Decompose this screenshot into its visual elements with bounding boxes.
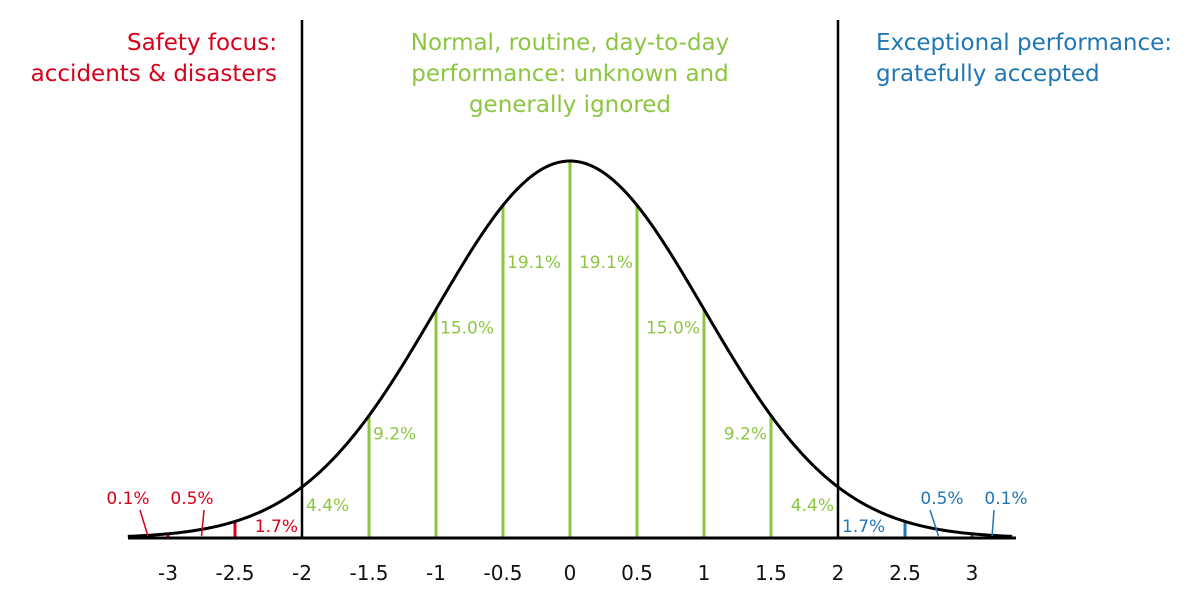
percentage-label: 4.4% bbox=[306, 496, 349, 516]
x-tick-label: -2 bbox=[292, 561, 312, 585]
percentage-label: 19.1% bbox=[579, 253, 633, 273]
percentage-label: 9.2% bbox=[724, 425, 767, 445]
percentage-label: 0.5% bbox=[920, 489, 963, 509]
percentage-label: 19.1% bbox=[507, 253, 561, 273]
x-tick-label: -1.5 bbox=[349, 561, 388, 585]
x-tick-label: -1 bbox=[426, 561, 446, 585]
zone-title: Safety focus: accidents & disasters bbox=[31, 30, 277, 87]
zone-titles: Safety focus: accidents & disasters Normal… bbox=[31, 30, 1172, 118]
x-tick-label: 1 bbox=[698, 561, 711, 585]
percentage-label: 15.0% bbox=[646, 318, 700, 338]
zone-title: Normal, routine, day-to-day performance: … bbox=[411, 30, 730, 118]
x-tick-label: 2.5 bbox=[889, 561, 921, 585]
x-tick-label: 0 bbox=[564, 561, 577, 585]
zone-title: Exceptional performance: gratefully accep… bbox=[876, 30, 1172, 87]
x-tick-label: 3 bbox=[966, 561, 979, 585]
percentage-labels: 0.1% 0.5% 1.7% 4.4% 9.2% 15.0% 19.1% 19.1% 15.0%… bbox=[106, 253, 1027, 537]
label-leader-line bbox=[929, 509, 940, 537]
percentage-label: 9.2% bbox=[373, 425, 416, 445]
percentage-label: 0.5% bbox=[170, 489, 213, 509]
x-tick-label: 1.5 bbox=[755, 561, 787, 585]
percentage-label: 1.7% bbox=[255, 517, 298, 537]
percentage-label: 0.1% bbox=[106, 489, 149, 509]
label-leader-line bbox=[200, 509, 205, 537]
percentage-label: 15.0% bbox=[440, 318, 494, 338]
x-tick-label: -0.5 bbox=[483, 561, 522, 585]
percentage-label: 4.4% bbox=[791, 496, 834, 516]
percentage-label: 1.7% bbox=[842, 517, 885, 537]
x-tick-labels: -3 -2.5 -2 -1.5 -1 -0.5 0 0.5 1 1.5 2 2.5 3 bbox=[158, 561, 978, 585]
bell-curve-line bbox=[127, 159, 1013, 538]
label-leader-line bbox=[991, 509, 995, 537]
label-leader-line bbox=[139, 509, 149, 537]
boundary-lines bbox=[300, 20, 840, 538]
x-tick-label: 0.5 bbox=[621, 561, 653, 585]
x-tick-label: 2 bbox=[832, 561, 845, 585]
segment-lines bbox=[166, 161, 974, 538]
x-tick-label: -3 bbox=[158, 561, 178, 585]
percentage-label: 0.1% bbox=[984, 489, 1027, 509]
x-tick-label: -2.5 bbox=[215, 561, 254, 585]
